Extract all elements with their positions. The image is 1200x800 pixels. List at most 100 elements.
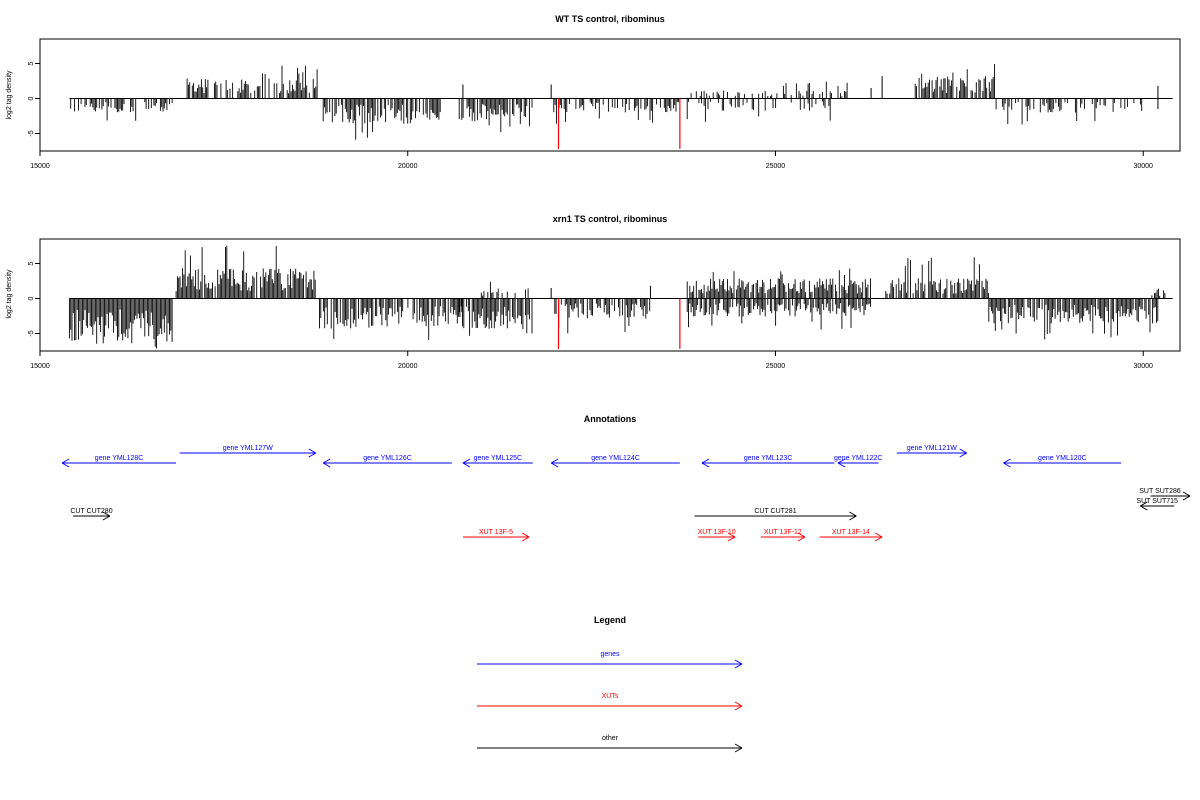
legend-label: XUTs	[602, 693, 619, 700]
gene-feature: gene YML126C	[322, 455, 452, 468]
arrowhead	[837, 462, 846, 468]
annotations-title: Annotations	[584, 414, 637, 424]
xrn1-plot-frame	[39, 238, 1181, 352]
xut-feature: XUT 13F-12	[760, 529, 806, 542]
arrowhead	[727, 536, 736, 542]
other-label: SUT SUT286	[1139, 488, 1181, 495]
arrowhead	[550, 462, 559, 468]
arrowhead	[308, 452, 317, 458]
legend-items: genes XUTs other	[477, 651, 743, 753]
x-tick-label: 25000	[766, 163, 786, 170]
gene-feature: gene YML128C	[61, 455, 177, 468]
wt-density-panel: WT TS control, ribominus log2 tag densit…	[6, 14, 1181, 170]
arrowhead	[1003, 458, 1011, 464]
other-feature: SUT SUT286	[1139, 488, 1191, 501]
arrowhead	[1182, 491, 1191, 497]
x-tick-label: 15000	[30, 163, 50, 170]
arrowhead	[521, 536, 530, 542]
arrowhead	[874, 536, 883, 542]
arrowhead	[734, 701, 743, 707]
other-feature: SUT SUT715	[1136, 498, 1178, 511]
y-tick-label: 0	[28, 96, 35, 100]
gene-feature: gene YML125C	[462, 455, 533, 468]
xut-label: XUT 13F-12	[764, 529, 802, 536]
arrowhead	[308, 448, 317, 454]
arrowhead	[521, 532, 530, 538]
arrowhead	[849, 515, 857, 521]
x-tick-label: 20000	[398, 163, 418, 170]
gene-feature: gene YML122C	[834, 455, 883, 468]
gene-label: gene YML120C	[1038, 455, 1087, 462]
arrowhead	[849, 511, 857, 517]
arrowhead	[837, 458, 846, 464]
gene-label: gene YML123C	[744, 455, 793, 462]
other-label: SUT SUT715	[1136, 498, 1178, 505]
arrowhead	[727, 532, 736, 538]
wt-axes: 15000 20000 25000 30000 5 0 -5	[28, 61, 1153, 170]
gene-label: gene YML122C	[834, 455, 883, 462]
wt-plot-frame	[39, 38, 1181, 152]
xut-feature: XUT 13F-10	[698, 529, 736, 542]
gene-feature: gene YML120C	[1003, 455, 1122, 468]
arrowhead	[550, 458, 559, 464]
arrowhead	[874, 532, 883, 538]
arrowhead	[734, 705, 743, 711]
gene-feature: gene YML123C	[701, 455, 835, 468]
legend-item: other	[477, 735, 743, 753]
arrowhead	[61, 462, 70, 468]
y-tick-label: 5	[28, 61, 35, 65]
xrn1-density-panel: xrn1 TS control, ribominus log2 tag dens…	[6, 214, 1181, 370]
arrowhead	[701, 458, 710, 464]
arrowhead	[959, 448, 967, 454]
wt-panel-title: WT TS control, ribominus	[555, 14, 665, 24]
xut-label: XUT 13F-14	[832, 529, 870, 536]
arrowhead	[797, 532, 806, 538]
arrowhead	[322, 462, 331, 468]
arrowhead	[102, 511, 111, 517]
arrowhead	[1140, 505, 1148, 511]
legend: Legend genes XUTs other	[477, 615, 743, 753]
wt-bars	[69, 64, 1173, 149]
other-feature: CUT CUT281	[694, 508, 857, 521]
wt-y-axis-label: log2 tag density	[6, 70, 13, 120]
arrowhead	[102, 515, 111, 521]
arrowhead	[322, 458, 331, 464]
x-tick-label: 25000	[766, 363, 786, 370]
gene-label: gene YML128C	[95, 455, 144, 462]
arrowhead	[734, 743, 743, 749]
xrn1-axes: 15000 20000 25000 30000 5 0 -5	[28, 261, 1153, 370]
other-label: CUT CUT281	[754, 508, 796, 515]
arrowhead	[462, 462, 471, 468]
x-tick-label: 20000	[398, 363, 418, 370]
arrowhead	[734, 747, 743, 753]
annotation-features: gene YML128C gene YML127W gene YML126C gene…	[61, 445, 1191, 542]
legend-label: other	[602, 735, 619, 742]
gene-label: gene YML125C	[474, 455, 523, 462]
x-tick-label: 30000	[1133, 363, 1153, 370]
xrn1-y-axis-label: log2 tag density	[6, 269, 13, 319]
legend-item: XUTs	[477, 693, 743, 711]
arrowhead	[734, 663, 743, 669]
gene-feature: gene YML127W	[179, 445, 317, 458]
legend-item: genes	[477, 651, 743, 669]
xut-label: XUT 13F-5	[479, 529, 513, 536]
gene-label: gene YML126C	[363, 455, 412, 462]
arrowhead	[734, 659, 743, 665]
xut-feature: XUT 13F-5	[462, 529, 530, 542]
arrowhead	[959, 452, 967, 458]
y-tick-label: -5	[28, 130, 35, 136]
arrowhead	[61, 458, 70, 464]
legend-label: genes	[600, 651, 620, 658]
x-tick-label: 15000	[30, 363, 50, 370]
xut-label: XUT 13F-10	[698, 529, 736, 536]
gene-label: gene YML121W	[907, 445, 957, 452]
arrowhead	[797, 536, 806, 542]
gene-feature: gene YML124C	[550, 455, 680, 468]
y-tick-label: 5	[28, 261, 35, 265]
xrn1-bars	[68, 245, 1173, 349]
x-tick-label: 30000	[1133, 163, 1153, 170]
arrowhead	[701, 462, 710, 468]
arrowhead	[462, 458, 471, 464]
other-label: CUT CUT280	[70, 508, 112, 515]
